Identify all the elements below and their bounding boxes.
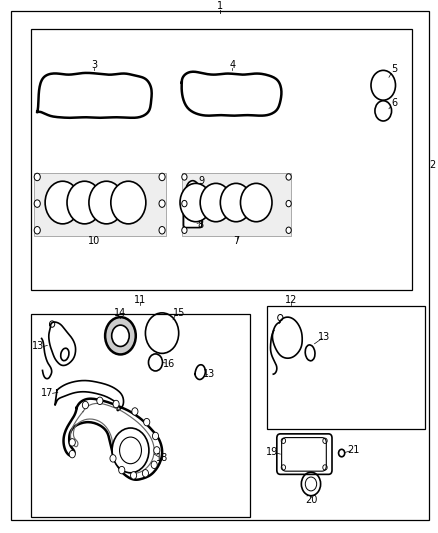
- Circle shape: [220, 183, 252, 222]
- Circle shape: [97, 397, 103, 405]
- Text: 13: 13: [32, 342, 45, 351]
- Text: 15: 15: [173, 309, 185, 318]
- Bar: [267, 306, 425, 429]
- Circle shape: [180, 183, 212, 222]
- Circle shape: [182, 200, 187, 207]
- Circle shape: [112, 325, 129, 346]
- Bar: [31, 314, 250, 517]
- Text: 16: 16: [162, 359, 175, 368]
- Circle shape: [132, 408, 138, 415]
- Text: 6: 6: [391, 99, 397, 108]
- Text: 21: 21: [348, 446, 360, 455]
- Circle shape: [34, 227, 40, 234]
- Circle shape: [142, 470, 148, 477]
- Circle shape: [69, 450, 75, 458]
- Text: 7: 7: [233, 237, 240, 246]
- Text: 3: 3: [91, 60, 97, 70]
- Circle shape: [112, 428, 149, 473]
- Circle shape: [200, 183, 232, 222]
- Bar: [31, 29, 412, 290]
- Circle shape: [152, 432, 159, 440]
- Circle shape: [34, 173, 40, 181]
- Circle shape: [286, 174, 291, 180]
- Bar: [182, 173, 291, 236]
- Circle shape: [110, 455, 116, 462]
- Text: 13: 13: [203, 369, 215, 379]
- Text: 10: 10: [88, 237, 100, 246]
- Text: 8: 8: [198, 220, 204, 230]
- Circle shape: [105, 317, 136, 354]
- Circle shape: [159, 227, 165, 234]
- Text: 4: 4: [229, 60, 235, 70]
- Text: 19: 19: [266, 447, 279, 457]
- Circle shape: [82, 401, 88, 409]
- Circle shape: [286, 227, 291, 233]
- Circle shape: [159, 173, 165, 181]
- Text: 2: 2: [430, 160, 436, 170]
- Text: 1: 1: [217, 2, 223, 11]
- Circle shape: [67, 181, 102, 224]
- Circle shape: [159, 200, 165, 207]
- Circle shape: [111, 181, 146, 224]
- Text: 20: 20: [305, 495, 317, 505]
- Circle shape: [89, 181, 124, 224]
- Circle shape: [182, 227, 187, 233]
- Circle shape: [45, 181, 80, 224]
- Circle shape: [151, 461, 157, 469]
- Text: 11: 11: [134, 295, 146, 304]
- Text: 5: 5: [391, 64, 397, 74]
- Circle shape: [131, 472, 137, 479]
- Circle shape: [69, 439, 75, 446]
- Text: 9: 9: [198, 176, 205, 186]
- Circle shape: [182, 174, 187, 180]
- Circle shape: [34, 200, 40, 207]
- Text: 12: 12: [285, 295, 297, 304]
- Bar: [34, 173, 166, 236]
- Text: 17: 17: [41, 389, 53, 398]
- Circle shape: [154, 447, 160, 454]
- FancyBboxPatch shape: [184, 209, 202, 228]
- Text: 18: 18: [156, 454, 168, 463]
- Ellipse shape: [186, 181, 200, 203]
- Circle shape: [240, 183, 272, 222]
- Circle shape: [286, 200, 291, 207]
- Text: 13: 13: [318, 332, 330, 342]
- Circle shape: [144, 418, 150, 426]
- Circle shape: [119, 466, 125, 474]
- Circle shape: [113, 400, 119, 408]
- Text: 14: 14: [114, 309, 127, 318]
